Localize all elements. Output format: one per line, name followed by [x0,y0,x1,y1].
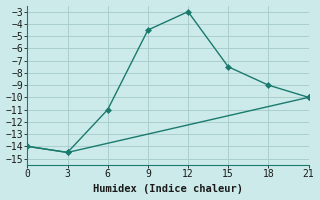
X-axis label: Humidex (Indice chaleur): Humidex (Indice chaleur) [93,184,243,194]
